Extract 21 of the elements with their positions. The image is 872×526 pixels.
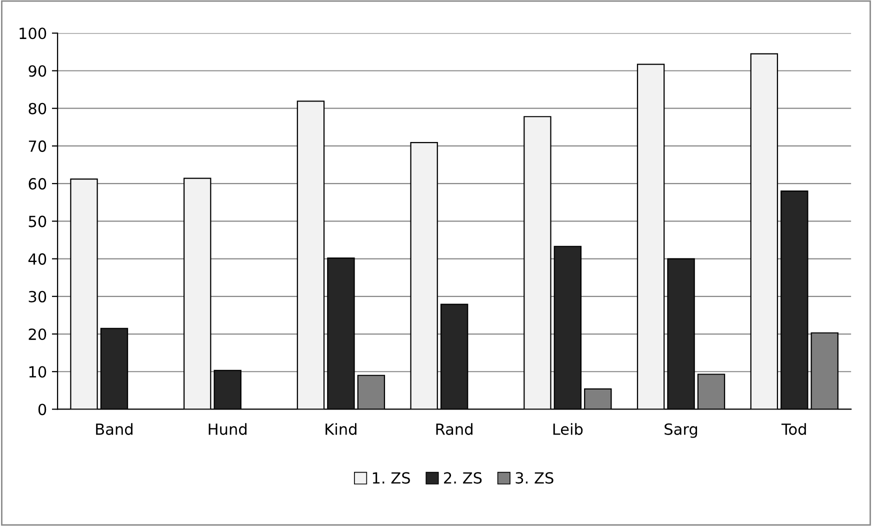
y-tick-label: 100 xyxy=(20,28,46,40)
y-tick-label: 20 xyxy=(28,328,46,340)
y-tick-label: 80 xyxy=(28,102,46,114)
x-tick-label: Sarg xyxy=(664,423,698,438)
y-tick-label: 30 xyxy=(28,290,46,302)
y-tick-label: 10 xyxy=(29,366,46,378)
y-tick-label: 60 xyxy=(28,178,46,190)
x-tick-label: Kind xyxy=(326,423,356,435)
x-tick-label: Rand xyxy=(436,423,472,435)
y-tick-label: 40 xyxy=(28,253,46,265)
x-tick-label: Leib xyxy=(553,423,583,435)
legend-label: 2. ZS xyxy=(444,472,482,484)
y-tick-label: 0 xyxy=(38,404,46,416)
y-tick-label: 50 xyxy=(28,216,46,228)
legend-label: 3. ZS xyxy=(516,472,554,484)
x-tick-label: Hund xyxy=(208,423,246,435)
legend-label: 1. ZS xyxy=(372,472,410,484)
x-tick-label: Band xyxy=(96,423,132,435)
y-tick-label: 70 xyxy=(28,140,46,152)
x-tick-label: Tod xyxy=(781,423,806,435)
y-tick-label: 90 xyxy=(28,65,46,77)
